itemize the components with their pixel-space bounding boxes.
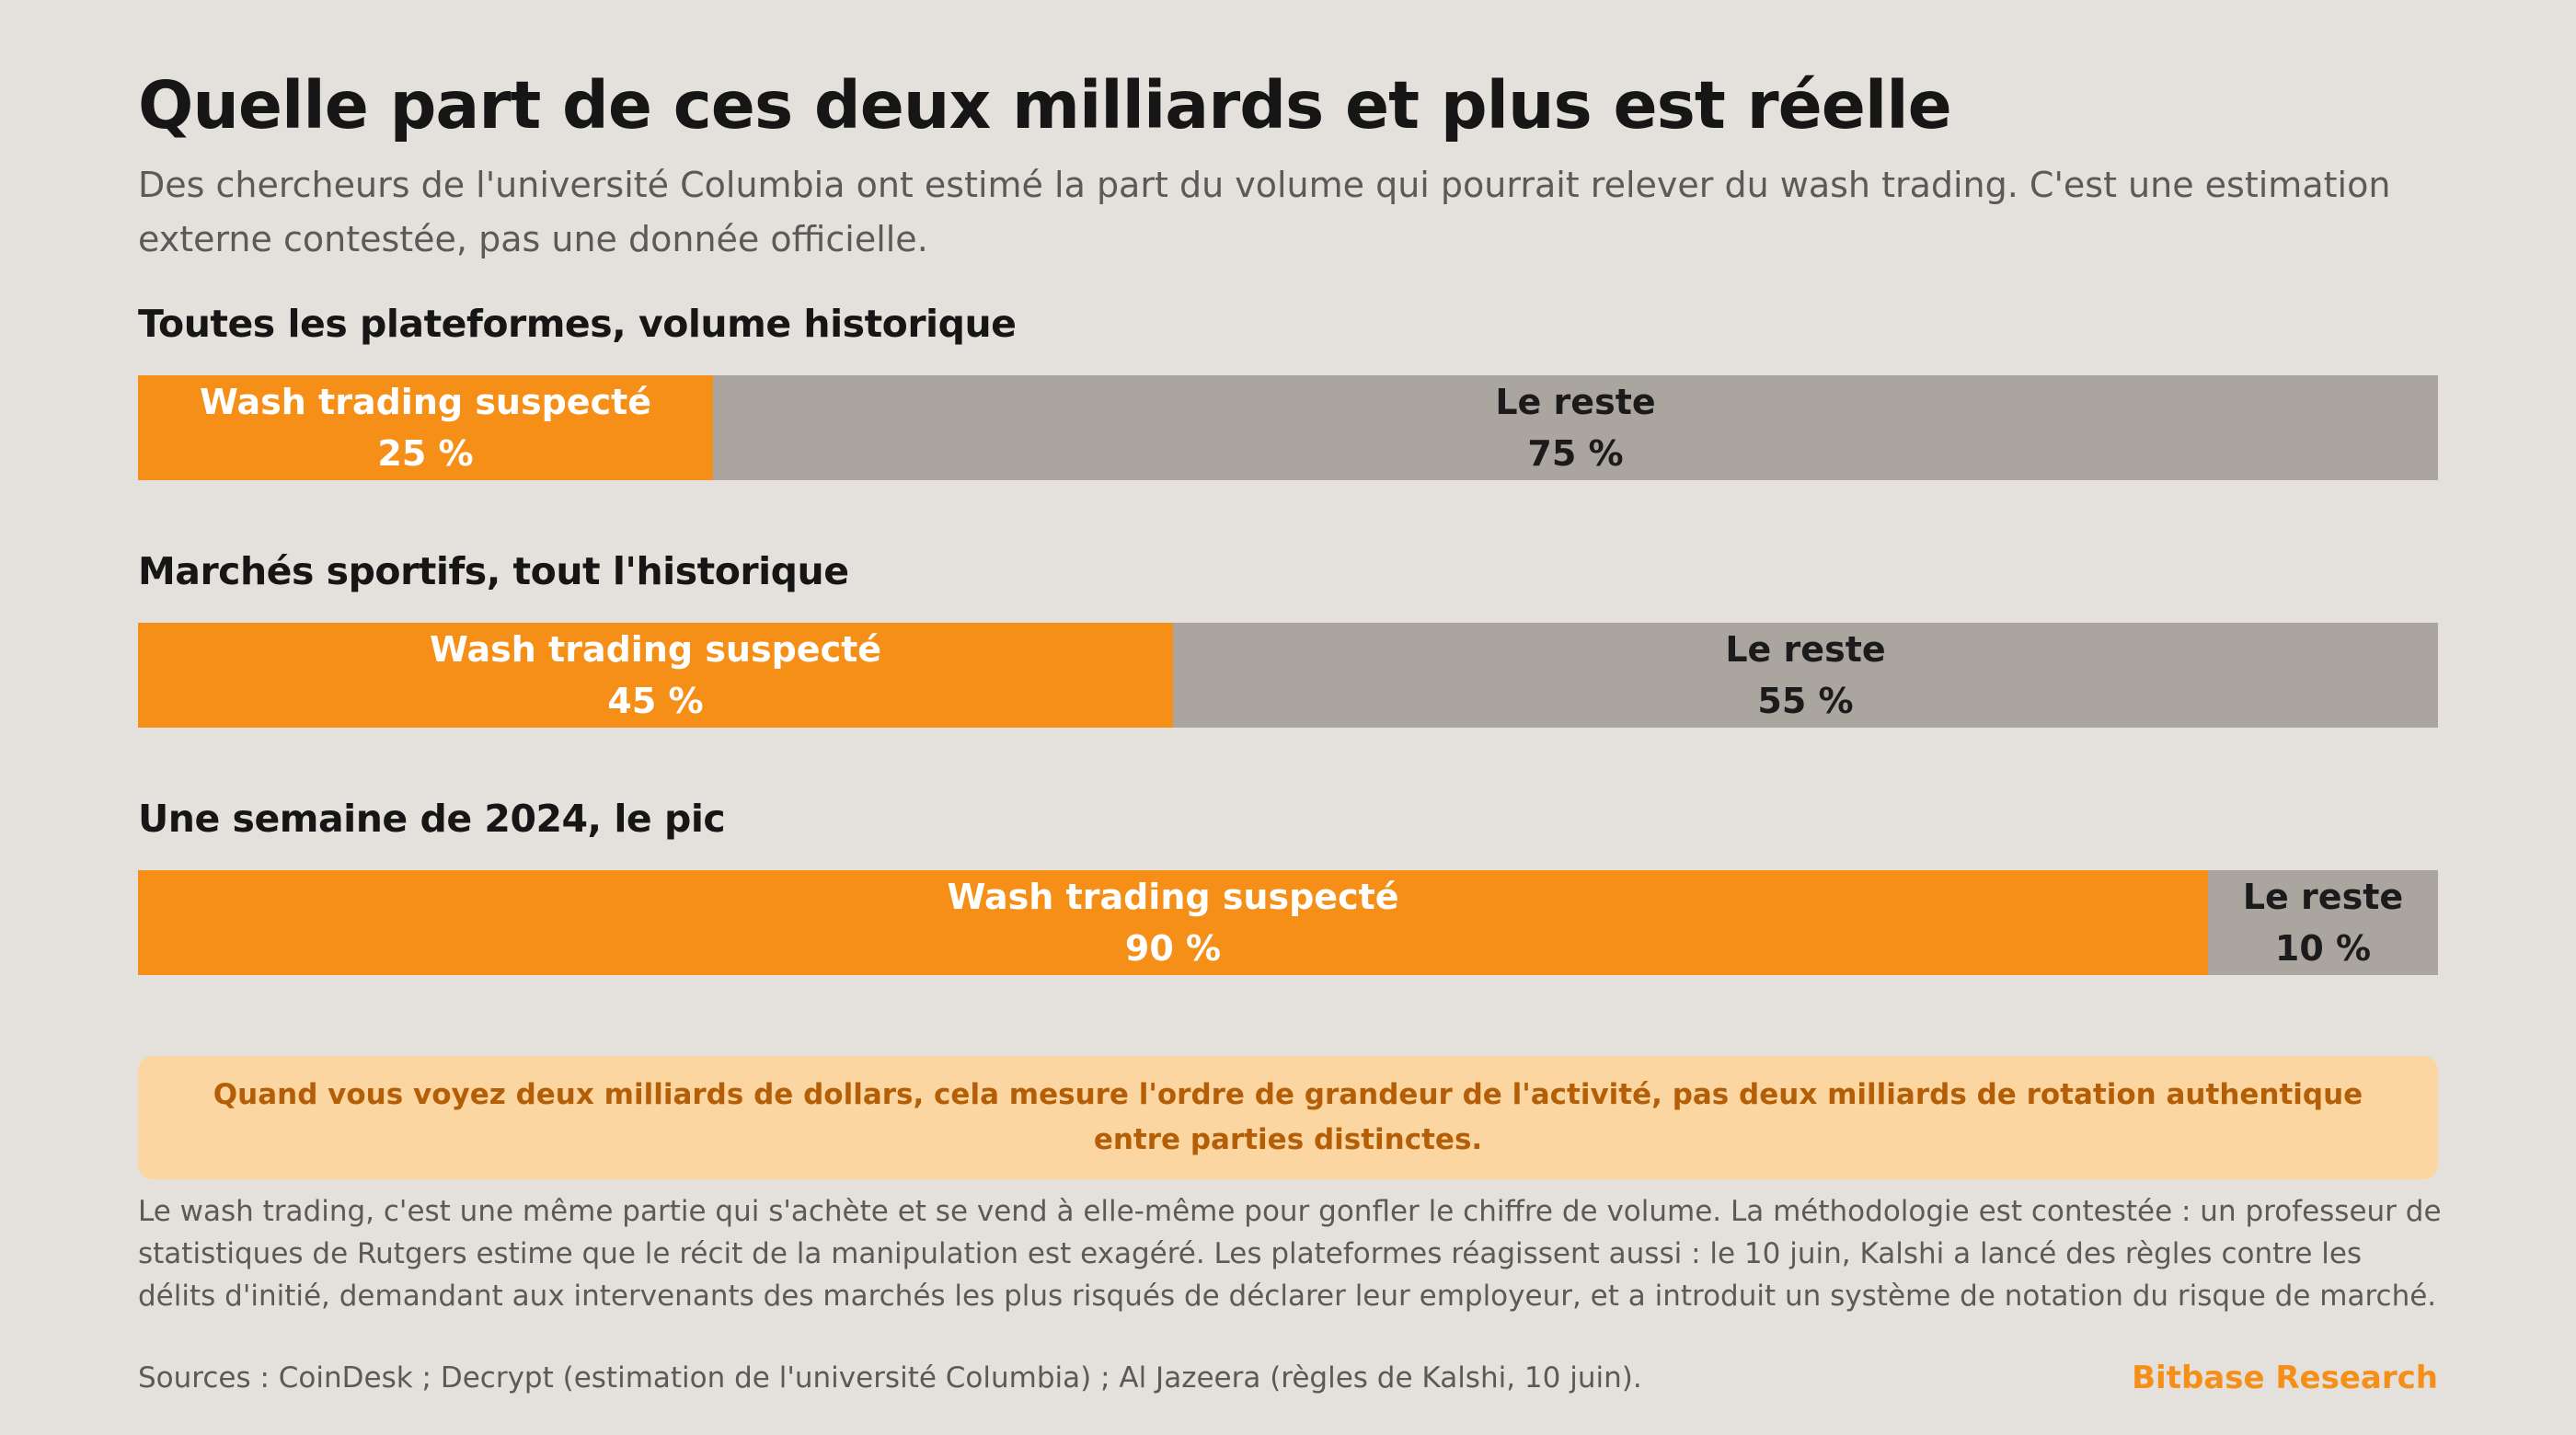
bar-segment-rest: Le reste 75 % bbox=[713, 375, 2438, 480]
segment-label-wash: Wash trading suspecté bbox=[947, 877, 1399, 917]
callout-box: Quand vous voyez deux milliards de dolla… bbox=[138, 1056, 2438, 1179]
page-subtitle: Des chercheurs de l'université Columbia … bbox=[138, 165, 2391, 259]
segment-label-wash: Wash trading suspecté bbox=[429, 629, 882, 670]
stacked-bar-sports-markets: Wash trading suspecté 45 % Le reste 55 % bbox=[138, 623, 2438, 728]
segment-value-rest: 55 % bbox=[1757, 681, 1854, 721]
segment-value-wash: 45 % bbox=[607, 681, 704, 721]
segment-label-rest: Le reste bbox=[2242, 877, 2404, 917]
segment-value-wash: 90 % bbox=[1124, 928, 1222, 969]
segment-label-rest: Le reste bbox=[1495, 382, 1656, 422]
explanatory-text: Le wash trading, c'est une même partie q… bbox=[138, 1195, 2442, 1313]
bar-segment-rest: Le reste 10 % bbox=[2208, 870, 2438, 975]
segment-value-rest: 10 % bbox=[2274, 928, 2372, 969]
segment-value-wash: 25 % bbox=[377, 433, 474, 474]
chart-title-peak-week: Une semaine de 2024, le pic bbox=[138, 797, 726, 841]
stacked-bar-all-platforms: Wash trading suspecté 25 % Le reste 75 % bbox=[138, 375, 2438, 480]
bar-segment-wash: Wash trading suspecté 45 % bbox=[138, 623, 1173, 728]
chart-title-all-platforms: Toutes les plateformes, volume historiqu… bbox=[138, 302, 1017, 346]
page-title: Quelle part de ces deux milliards et plu… bbox=[138, 67, 1952, 144]
stacked-bar-peak-week: Wash trading suspecté 90 % Le reste 10 % bbox=[138, 870, 2438, 975]
sources-line: Sources : CoinDesk ; Decrypt (estimation… bbox=[138, 1361, 1642, 1395]
segment-value-rest: 75 % bbox=[1527, 433, 1624, 474]
chart-title-sports-markets: Marchés sportifs, tout l'historique bbox=[138, 549, 849, 593]
callout-text: Quand vous voyez deux milliards de dolla… bbox=[213, 1078, 2363, 1156]
bar-segment-wash: Wash trading suspecté 25 % bbox=[138, 375, 713, 480]
segment-label-rest: Le reste bbox=[1725, 629, 1886, 670]
brand-logo-text: Bitbase Research bbox=[2132, 1360, 2438, 1396]
segment-label-wash: Wash trading suspecté bbox=[199, 382, 652, 422]
bar-segment-rest: Le reste 55 % bbox=[1173, 623, 2438, 728]
bar-segment-wash: Wash trading suspecté 90 % bbox=[138, 870, 2208, 975]
